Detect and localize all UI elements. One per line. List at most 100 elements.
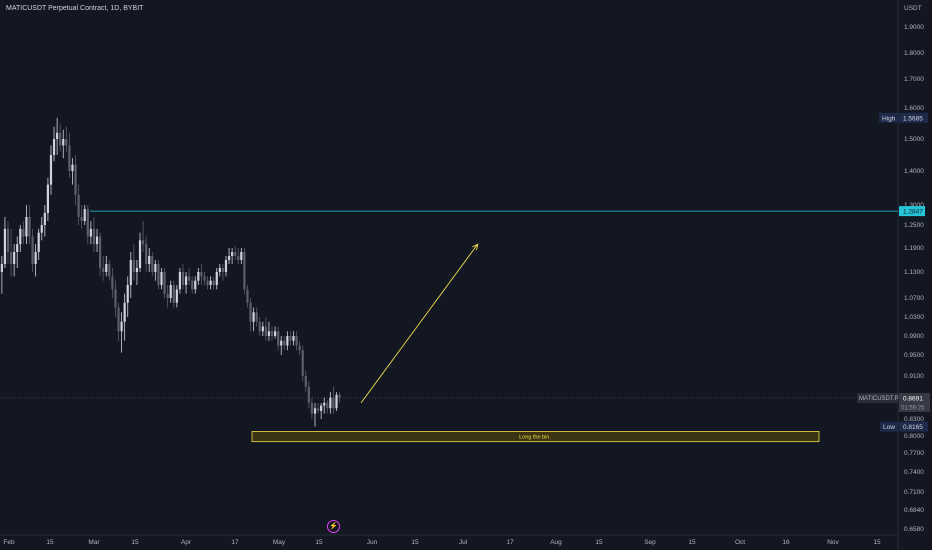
candle [329, 392, 332, 414]
candle [313, 402, 317, 427]
price-axis-label: 1.6000 [904, 105, 924, 112]
candle [264, 317, 267, 341]
candle [283, 336, 286, 351]
candle [326, 400, 329, 414]
price-axis-label: 1.2500 [904, 222, 924, 229]
candle [255, 307, 258, 327]
price-axis-label: 0.8300 [904, 416, 924, 423]
candle [172, 280, 175, 308]
time-axis-label: Aug [550, 539, 562, 546]
candle [252, 307, 255, 332]
price-axis-label: 0.9100 [904, 373, 924, 380]
low-tag: Low 0.8165 [880, 421, 928, 432]
candle [277, 326, 280, 351]
time-axis-label: Jun [367, 539, 378, 546]
candle [200, 264, 203, 285]
time-axis[interactable]: Feb 15 Mar 15 Apr 17 May 15 Jun 15 Jul 17 Aug 15 Sep 15… [3, 539, 881, 546]
candle [237, 248, 240, 264]
candle [151, 252, 154, 277]
candle [89, 221, 92, 245]
time-axis-label: Jul [459, 539, 468, 546]
target-arrow[interactable] [360, 243, 479, 404]
time-axis-label: Feb [3, 539, 15, 546]
candle [234, 246, 237, 260]
candle [114, 280, 117, 317]
candle [175, 285, 178, 308]
candle [148, 248, 151, 272]
candle [209, 276, 212, 290]
candle [289, 331, 292, 346]
time-axis-label: 15 [688, 539, 696, 546]
price-axis-label: 0.6840 [904, 507, 924, 514]
candle [218, 264, 221, 277]
candle [31, 228, 34, 272]
price-axis[interactable]: 1.9000 1.8000 1.7000 1.6000 1.5000 1.4000 1.30… [904, 24, 924, 533]
candle [19, 225, 22, 252]
candle [301, 345, 304, 382]
time-axis-label: 15 [595, 539, 603, 546]
candle [261, 321, 264, 336]
svg-text:1.2847: 1.2847 [903, 209, 923, 216]
candle [203, 272, 206, 285]
long-zone-box[interactable] [251, 431, 820, 443]
price-axis-label: 0.7400 [904, 469, 924, 476]
candle [243, 248, 246, 294]
candle [295, 331, 298, 351]
candle [227, 248, 231, 264]
candle [145, 236, 148, 272]
candle [25, 205, 28, 245]
lightning-icon[interactable]: ⚡ [327, 520, 340, 533]
candle [240, 248, 243, 264]
candle [178, 268, 182, 294]
candle [194, 276, 197, 294]
time-axis-label: Mar [88, 539, 100, 546]
candle [169, 280, 172, 303]
candle [224, 256, 228, 277]
candle [304, 370, 307, 393]
candle [49, 145, 53, 195]
time-axis-label: 15 [411, 539, 419, 546]
candle [71, 158, 74, 185]
price-axis-label: 0.7100 [904, 489, 924, 496]
candle [292, 331, 295, 346]
price-axis-unit: USDT [904, 5, 922, 12]
price-axis-label: 0.8000 [904, 433, 924, 440]
candle [335, 392, 338, 411]
candle [184, 272, 188, 294]
svg-text:0.8691: 0.8691 [903, 395, 923, 402]
candle [286, 331, 289, 351]
candle [157, 260, 160, 290]
candle [141, 221, 145, 252]
candle [181, 264, 185, 290]
candle [215, 268, 218, 290]
candle [258, 317, 261, 336]
price-axis-label: 1.0700 [904, 295, 924, 302]
candle [280, 336, 283, 355]
candle [197, 268, 200, 285]
candle [74, 155, 77, 205]
candle [28, 205, 31, 245]
candle [117, 302, 120, 341]
time-axis-label: May [273, 539, 286, 546]
candle [129, 252, 132, 298]
candle [108, 260, 111, 281]
svg-text:High: High [882, 115, 896, 122]
time-axis-label: 16 [782, 539, 790, 546]
candle [56, 117, 59, 155]
price-axis-label: 1.8000 [904, 50, 924, 57]
time-axis-label: 15 [873, 539, 881, 546]
price-axis-label: 1.1900 [904, 245, 924, 252]
candle [16, 236, 19, 268]
price-axis-label: 1.4000 [904, 168, 924, 175]
price-axis-label: 1.9000 [904, 24, 924, 31]
candle [246, 285, 249, 308]
candle [80, 205, 83, 229]
candle [273, 326, 277, 339]
chart-title: MATICUSDT Perpetual Contract, 1D, BYBIT [6, 5, 144, 12]
candle [0, 256, 3, 294]
price-axis-label: 0.9500 [904, 352, 924, 359]
time-axis-label: Oct [735, 539, 745, 546]
time-axis-label: Nov [827, 539, 839, 546]
candle [298, 340, 301, 355]
